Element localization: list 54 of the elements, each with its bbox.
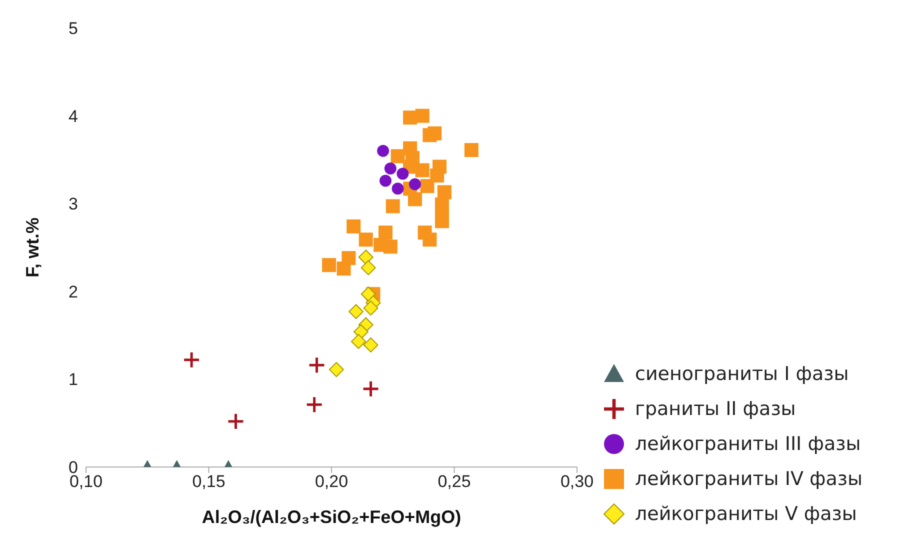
legend-label: лейкограниты V фазы: [635, 502, 857, 524]
y-tick-label: 2: [68, 282, 78, 302]
point: [384, 162, 396, 174]
x-tick-label: 0,10: [69, 472, 103, 492]
point: [383, 240, 398, 254]
point: [360, 260, 376, 276]
legend-label: сиенограниты I фазы: [635, 362, 849, 384]
point: [363, 337, 378, 352]
point: [434, 214, 449, 228]
point: [227, 412, 245, 430]
point: [420, 179, 434, 194]
point: [428, 126, 442, 140]
point: [351, 334, 366, 349]
point: [182, 351, 200, 369]
point: [362, 380, 380, 398]
point: [336, 262, 351, 276]
y-tick-label: 4: [68, 106, 78, 126]
point: [390, 149, 405, 164]
point: [378, 226, 393, 240]
point: [306, 396, 324, 414]
point: [377, 144, 390, 157]
point: [415, 163, 430, 178]
y-tick-label: 1: [68, 370, 78, 390]
point: [363, 300, 378, 316]
point: [408, 192, 422, 206]
x-tick-label: 0,30: [560, 472, 594, 492]
x-tick-label: 0,25: [438, 472, 471, 492]
point: [403, 110, 418, 125]
point: [346, 219, 361, 234]
point: [408, 178, 421, 190]
point: [415, 108, 430, 123]
x-tick-label: 0,20: [314, 472, 348, 492]
point: [422, 232, 437, 247]
legend-label: лейкограниты III фазы: [635, 432, 861, 454]
point: [464, 143, 478, 158]
point: [322, 258, 336, 272]
point: [392, 182, 404, 195]
point: [386, 199, 400, 214]
x-tick-label: 0,15: [192, 472, 226, 492]
x-axis-title: Al₂O₃/(Al₂O₃+SiO₂+FeO+MgO): [202, 507, 462, 527]
point: [358, 250, 374, 265]
legend-label: граниты II фазы: [635, 398, 796, 420]
point: [396, 168, 409, 180]
point: [437, 185, 452, 200]
y-tick-label: 5: [68, 19, 78, 38]
y-tick-label: 3: [68, 194, 78, 214]
point: [358, 232, 373, 247]
y-axis-title: F, wt.%: [22, 217, 42, 278]
point: [348, 304, 364, 320]
point: [380, 174, 392, 187]
point: [328, 362, 344, 378]
legend-label: лейкограниты IV фазы: [635, 468, 862, 490]
point: [308, 356, 326, 374]
point: [430, 168, 444, 183]
